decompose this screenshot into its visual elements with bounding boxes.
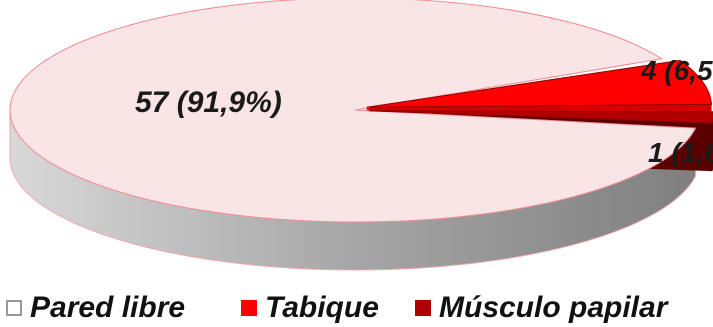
data-label-musculo-papilar: 1 (1,6%) [648,137,713,168]
legend-item-musculo-papilar: Músculo papilar [415,291,667,325]
slice-tabique [366,59,713,108]
pie-labels: 57 (91,9%) 4 (6,5%) 1 (1,6%) [135,55,713,168]
data-label-tabique: 4 (6,5%) [640,55,713,86]
legend-item-pared-libre: Pared libre [6,291,185,325]
slice-musculo-papilar [368,110,713,124]
slice-pared-libre [9,0,697,223]
legend-item-tabique: Tabique [241,291,379,325]
legend: Pared libre Tabique Músculo papilar [0,291,713,327]
legend-label-musculo-papilar: Músculo papilar [439,291,668,324]
legend-swatch-pared-libre [6,300,22,316]
pie-tops [9,0,713,223]
data-label-pared-libre: 57 (91,9%) [135,86,282,119]
legend-label-tabique: Tabique [265,291,379,324]
legend-label-pared-libre: Pared libre [30,291,186,324]
legend-swatch-musculo-papilar [415,300,431,316]
legend-swatch-tabique [241,300,257,316]
